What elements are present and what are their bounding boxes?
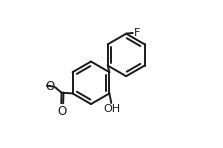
Text: OH: OH <box>103 104 120 114</box>
Text: O: O <box>58 105 67 118</box>
Text: O: O <box>45 80 54 93</box>
Text: F: F <box>134 28 140 38</box>
